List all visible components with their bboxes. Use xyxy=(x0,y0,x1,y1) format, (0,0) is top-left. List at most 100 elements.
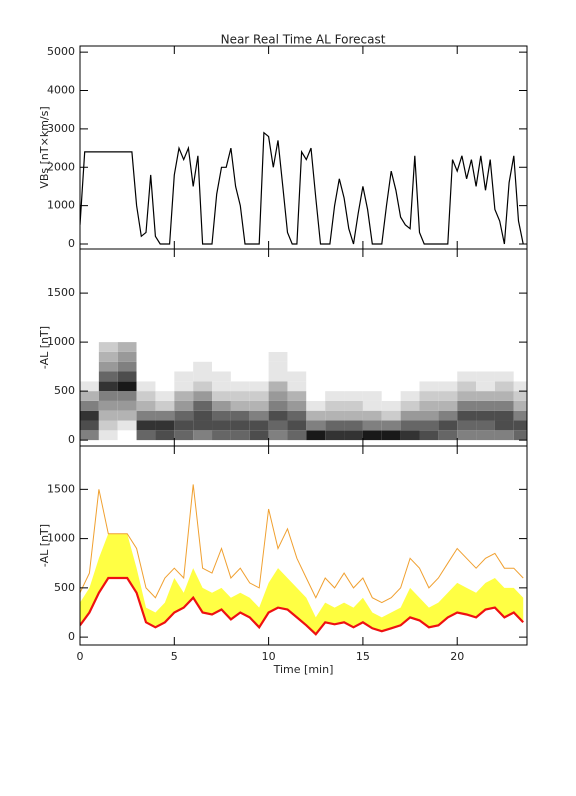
pdf-cell xyxy=(362,400,382,411)
pdf-cell xyxy=(249,400,269,411)
pdf-cell xyxy=(117,400,137,411)
pdf-cell xyxy=(438,400,458,411)
pdf-cell xyxy=(344,430,363,441)
pdf-cell xyxy=(230,351,250,362)
median-line xyxy=(80,576,524,636)
pdf-cell xyxy=(80,410,99,421)
pdf-cell xyxy=(438,342,458,352)
pdf-cell xyxy=(400,430,420,441)
pdf-cell xyxy=(80,342,99,352)
y-axis-label: -AL [nT] xyxy=(38,326,51,369)
pdf-cell xyxy=(344,361,363,372)
pdf-cell xyxy=(494,410,514,421)
pdf-cell xyxy=(230,430,250,441)
pdf-cell xyxy=(457,342,477,352)
pdf-cell xyxy=(362,420,382,431)
pdf-cell xyxy=(80,361,99,372)
pdf-cell xyxy=(419,400,439,411)
colorbar-max-label: max(p) xyxy=(487,721,527,734)
pdf-cell xyxy=(268,400,288,411)
pdf-cell xyxy=(494,371,514,382)
pdf-cell xyxy=(249,420,269,431)
pdf-cell xyxy=(494,400,514,411)
pdf-cell xyxy=(117,351,137,362)
colorbar-label: pdf xyxy=(72,702,91,715)
y-tick-label: 1000 xyxy=(47,532,75,545)
pdf-cell xyxy=(268,391,288,401)
y-axis-label: VBs [nT×km/s] xyxy=(38,106,51,188)
pdf-cell xyxy=(287,361,307,372)
chart-title: Near Real Time AL Forecast xyxy=(221,33,386,47)
pdf-cell xyxy=(98,400,118,411)
pdf-cell xyxy=(457,371,477,382)
pdf-cell xyxy=(212,371,231,382)
pdf-cell xyxy=(287,351,307,362)
pdf-cell xyxy=(117,361,137,372)
pdf-cell xyxy=(287,342,307,352)
pdf-cell xyxy=(494,342,514,352)
pdf-cell xyxy=(476,400,495,411)
pdf-cell xyxy=(513,371,527,382)
pdf-cell xyxy=(457,351,477,362)
pdf-cell xyxy=(117,381,137,392)
pdf-cell xyxy=(193,351,213,362)
envelope-line xyxy=(80,484,524,604)
y-tick-label: 5000 xyxy=(47,45,75,58)
pdf-cell xyxy=(98,342,118,352)
pdf-cell xyxy=(325,381,345,392)
pdf-cell xyxy=(98,420,118,431)
pdf-cell xyxy=(117,371,137,382)
pdf-cell xyxy=(513,351,527,362)
pdf-cell xyxy=(136,371,156,382)
panel: pdf 0 max(p) xyxy=(72,342,527,734)
pdf-cell xyxy=(117,420,137,431)
x-tick-label: 0 xyxy=(77,650,84,663)
y-tick-label: 0 xyxy=(68,237,75,250)
pdf-cell xyxy=(136,391,156,401)
pdf-cell xyxy=(193,371,213,382)
pdf-cell xyxy=(98,430,118,441)
pdf-cell xyxy=(174,361,194,372)
panel xyxy=(80,131,524,245)
pdf-cell xyxy=(381,381,401,392)
pdf-cell xyxy=(193,430,213,441)
pdf-cell xyxy=(438,391,458,401)
pdf-cell xyxy=(193,391,213,401)
y-tick-label: 500 xyxy=(54,384,75,397)
pdf-cell xyxy=(174,371,194,382)
y-tick-label: 3000 xyxy=(47,122,75,135)
y-tick-label: 1500 xyxy=(47,482,75,495)
pdf-cell xyxy=(306,342,326,352)
pdf-cell xyxy=(98,410,118,421)
pdf-cell xyxy=(268,342,288,352)
pdf-cell xyxy=(80,420,99,431)
pdf-cell xyxy=(212,342,231,352)
pdf-cell xyxy=(513,410,527,421)
pdf-cell xyxy=(513,391,527,401)
pdf-cell xyxy=(438,410,458,421)
pdf-cell xyxy=(98,371,118,382)
y-tick-label: 2000 xyxy=(47,160,75,173)
pdf-cell xyxy=(457,361,477,372)
pdf-cell xyxy=(249,430,269,441)
pdf-cell xyxy=(400,351,420,362)
pdf-cell xyxy=(494,420,514,431)
pdf-cell xyxy=(98,351,118,362)
y-tick-label: 1000 xyxy=(47,335,75,348)
pdf-cell xyxy=(513,361,527,372)
pdf-cell xyxy=(306,351,326,362)
pdf-cell xyxy=(212,420,231,431)
pdf-cell xyxy=(362,371,382,382)
pdf-cell xyxy=(362,381,382,392)
x-tick-label: 10 xyxy=(262,650,276,663)
pdf-cell xyxy=(325,371,345,382)
pdf-cell xyxy=(136,381,156,392)
y-tick-label: 500 xyxy=(54,581,75,594)
x-tick-label: 20 xyxy=(450,650,464,663)
pdf-cell xyxy=(457,430,477,441)
pdf-cell xyxy=(136,351,156,362)
pdf-cell xyxy=(230,400,250,411)
pdf-cell xyxy=(344,342,363,352)
pdf-cell xyxy=(230,410,250,421)
pdf-cell xyxy=(419,361,439,372)
